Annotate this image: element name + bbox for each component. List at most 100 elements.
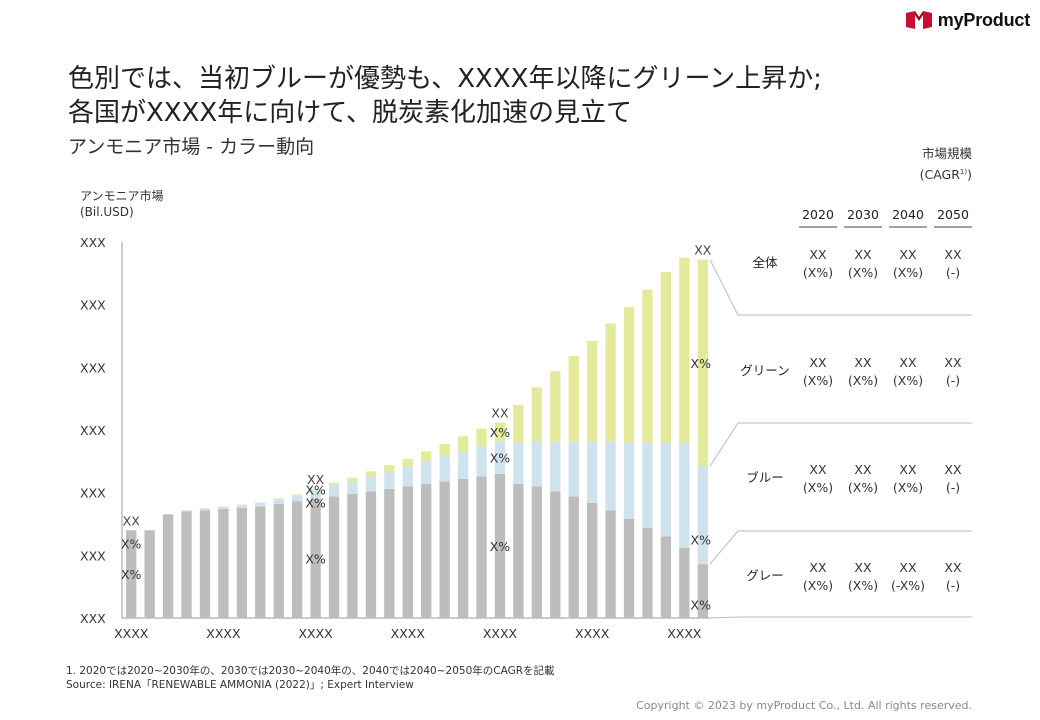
green-bar-segment	[623, 307, 635, 443]
market-size-value: XX	[899, 247, 917, 262]
x-tick-label: XXXX	[575, 626, 610, 641]
cagr-value: (-)	[946, 373, 960, 388]
grey-bar-segment	[476, 476, 487, 618]
cagr-value: (X%)	[848, 265, 878, 280]
market-size-value: XX	[854, 355, 872, 370]
blue-bar-segment	[660, 442, 672, 537]
green-connector-line	[709, 422, 739, 467]
grey-bar-segment	[162, 514, 174, 618]
market-size-header-line-2: (CAGR1))	[880, 163, 972, 184]
market-size-value: XX	[809, 247, 827, 262]
market-size-value: XX	[854, 560, 872, 575]
blue-bar-segment	[365, 476, 377, 492]
market-size-value: XX	[899, 355, 917, 370]
grey-bar-segment	[457, 478, 469, 618]
brand-logo: myProduct	[905, 9, 1030, 30]
green-bar-segment	[605, 323, 616, 442]
y-tick-label: XXX	[80, 235, 106, 250]
grey-bar-segment	[531, 486, 543, 618]
y-tick-label: XXX	[80, 611, 106, 626]
y-axis-title: アンモニア市場 (Bil.USD)	[80, 188, 164, 220]
grey-bar-segment	[218, 508, 229, 618]
green-bar-segment	[586, 341, 598, 442]
row-grey-label: グレー	[746, 568, 784, 583]
grey-share-label: X%	[305, 551, 326, 566]
blue-bar-segment	[494, 441, 506, 474]
cagr-value: (X%)	[803, 480, 833, 495]
green-bar-segment	[439, 443, 450, 457]
grey-bar-segment	[421, 483, 432, 618]
grey-bar-segment	[494, 473, 506, 618]
market-size-header: 市場規模 (CAGR1))	[880, 145, 972, 184]
market-size-value: XX	[944, 355, 962, 370]
y-axis-title-line-1: アンモニア市場	[80, 189, 164, 203]
blue-share-label: X%	[490, 451, 511, 466]
grey-share-label: X%	[490, 539, 511, 554]
green-bar-segment	[494, 422, 506, 442]
brand-mark-icon	[905, 11, 932, 29]
cagr-value: (-)	[946, 578, 960, 593]
grey-bar-segment	[642, 527, 653, 618]
brand-name: myProduct	[937, 9, 1030, 30]
blue-bar-segment	[623, 442, 635, 519]
grey-share-label: X%	[691, 598, 712, 613]
y-tick-label: XXX	[80, 423, 106, 438]
cagr-value: (X%)	[803, 265, 833, 280]
y-tick-label: XXX	[80, 548, 106, 563]
grey-bar-segment	[605, 510, 616, 618]
page-subtitle: アンモニア市場 - カラー動向	[68, 136, 315, 158]
grey-bar-segment	[236, 507, 248, 618]
green-share-label: X%	[490, 425, 511, 440]
grey-bar-segment	[586, 502, 598, 618]
page-title: 色別では、当初ブルーが優勢も、XXXX年以降にグリーン上昇か; 各国がXXXX年…	[68, 62, 822, 130]
grey-bar-segment	[568, 496, 579, 618]
grey-bar-segment	[550, 491, 561, 618]
green-bar-segment	[697, 259, 708, 467]
blue-bar-segment	[568, 441, 579, 497]
market-size-value: XX	[809, 462, 827, 477]
green-bar-segment	[660, 272, 672, 443]
blue-bar-segment	[697, 466, 708, 565]
x-tick-label: XXXX	[114, 626, 149, 641]
y-tick-label: XXX	[80, 360, 106, 375]
blue-connector-line	[709, 530, 739, 565]
title-line-1: 色別では、当初ブルーが優勢も、XXXX年以降にグリーン上昇か;	[68, 64, 822, 94]
blue-bar-segment	[347, 481, 358, 494]
green-bar-segment	[365, 471, 377, 477]
grey-bar-segment	[697, 564, 708, 618]
grey-share-label: X%	[121, 567, 142, 582]
blue-bar-segment	[586, 441, 598, 503]
grey-bar-segment	[660, 536, 672, 618]
blue-bar-segment	[439, 456, 450, 482]
market-size-header-line-1: 市場規模	[921, 146, 972, 161]
green-bar-segment	[328, 482, 340, 486]
grey-bar-segment	[144, 530, 155, 618]
green-bar-segment	[457, 436, 469, 452]
cagr-value: (-)	[946, 480, 960, 495]
cagr-value: (X%)	[848, 578, 878, 593]
blue-bar-segment	[291, 495, 303, 502]
market-size-value: XX	[854, 247, 872, 262]
y-tick-label: XXX	[80, 486, 106, 501]
cagr-value: (X%)	[803, 578, 833, 593]
green-bar-segment	[679, 257, 690, 443]
cagr-value: (X%)	[893, 480, 923, 495]
blue-bar-segment	[402, 466, 413, 487]
x-tick-label: XXXX	[667, 626, 702, 641]
grey-bar-segment	[384, 488, 395, 618]
grey-bar-segment	[623, 518, 635, 618]
cagr-label: (CAGR	[919, 167, 960, 183]
year-header: 2020	[802, 207, 834, 222]
blue-bar-segment	[457, 451, 469, 479]
market-size-value: XX	[809, 560, 827, 575]
cagr-footnote-mark: 1)	[959, 168, 968, 176]
blue-bar-segment	[476, 446, 487, 477]
blue-bar-segment	[162, 513, 174, 515]
blue-share-label: X%	[121, 536, 142, 551]
grey-bar-segment	[126, 530, 137, 618]
green-share-label: X%	[691, 356, 712, 371]
footnote-source: Source: IRENA「RENEWABLE AMMONIA (2022)」;…	[66, 679, 414, 691]
y-tick-label: XXX	[80, 298, 106, 313]
blue-bar-segment	[199, 508, 211, 511]
